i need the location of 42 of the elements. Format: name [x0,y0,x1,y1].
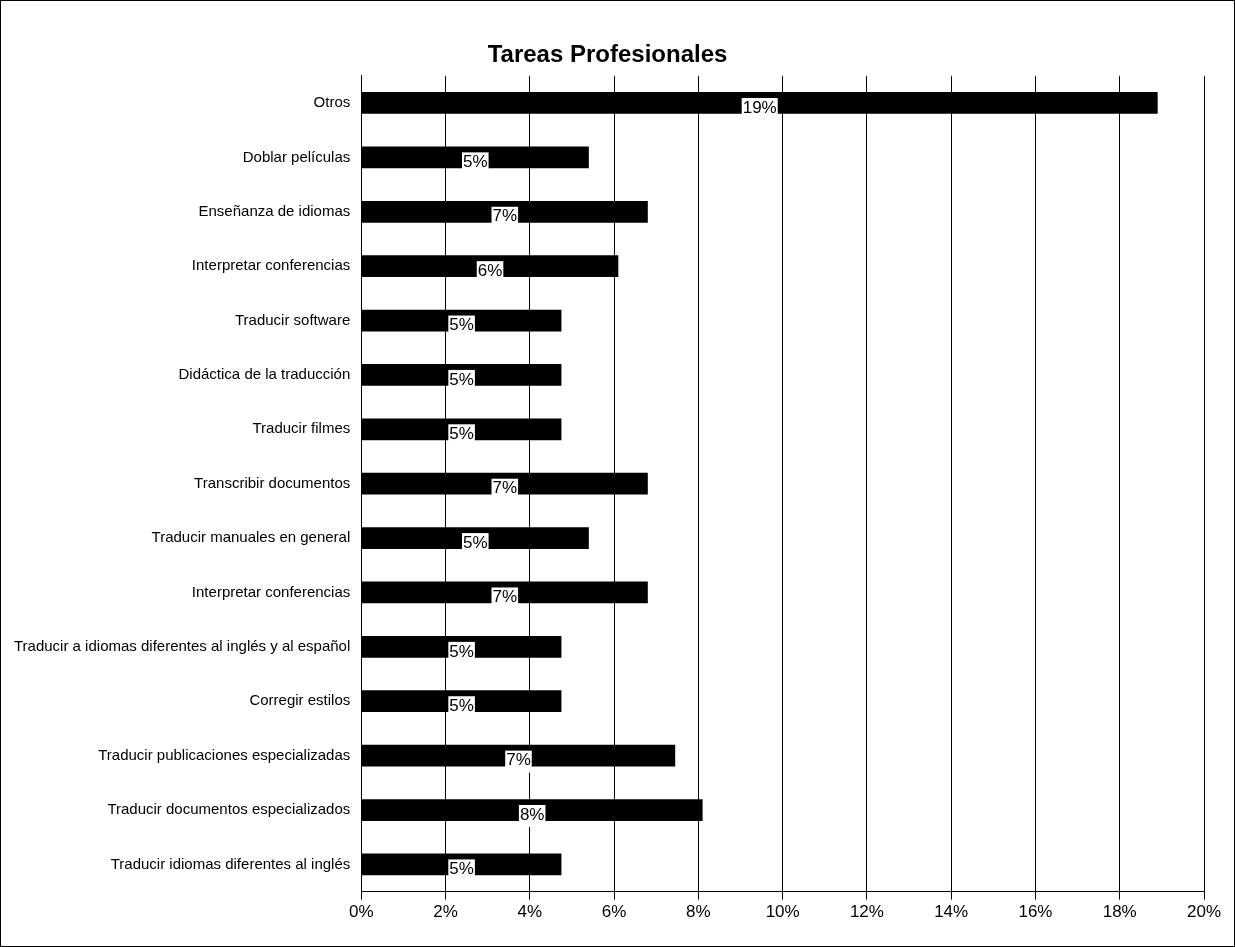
data-label: 7% [492,478,518,498]
data-label: 5% [463,152,488,172]
x-tick-label: 0% [349,902,374,922]
data-label: 5% [449,859,474,879]
x-tick-label: 14% [934,902,969,922]
y-tick-label: Traducir idiomas diferentes al inglés [110,854,351,872]
data-label: 5% [449,369,474,389]
x-tick-label: 16% [1018,902,1053,922]
y-tick-label: Traducir manuales en general [151,528,351,546]
x-tick-label: 4% [517,902,543,922]
y-tick-label: Interpretar conferencias [191,256,351,274]
x-tick-label: 20% [1186,902,1222,922]
x-tick-label: 12% [849,902,884,922]
x-tick-label: 18% [1102,902,1137,922]
y-tick-label: Corregir estilos [249,691,351,709]
data-label: 5% [449,641,474,661]
data-label: 19% [742,97,777,117]
y-tick-label: Traducir documentos especializados [107,800,351,818]
data-label: 7% [506,750,531,770]
data-label: 5% [463,532,488,552]
y-tick-label: Interpretar conferencias [191,582,351,600]
data-label: 7% [492,587,518,607]
data-label: 5% [449,695,474,715]
y-tick-label: Doblar películas [242,147,351,165]
data-label: 5% [449,315,474,335]
y-tick-label: Traducir publicaciones especializadas [98,745,351,763]
x-tick-label: 6% [601,902,627,922]
x-tick-label: 2% [433,902,458,922]
y-tick-label: Traducir software [234,310,351,328]
y-tick-label: Transcribir documentos [194,473,351,491]
y-tick-label: Traducir filmes [252,419,351,437]
y-tick-label: Traducir a idiomas diferentes al inglés y al español [13,637,351,654]
data-label: 5% [449,424,474,443]
data-label: 7% [492,206,518,226]
x-tick-label: 10% [765,902,800,922]
y-tick-label: Didáctica de la traducción [178,365,351,383]
chart-title: Tareas Profesionales [487,40,728,68]
data-label: 8% [519,804,545,824]
data-label: 6% [477,260,503,280]
y-tick-label: Enseñanza de idiomas [198,201,351,219]
y-tick-label: Otros [313,93,351,111]
x-tick-label: 8% [686,902,711,922]
